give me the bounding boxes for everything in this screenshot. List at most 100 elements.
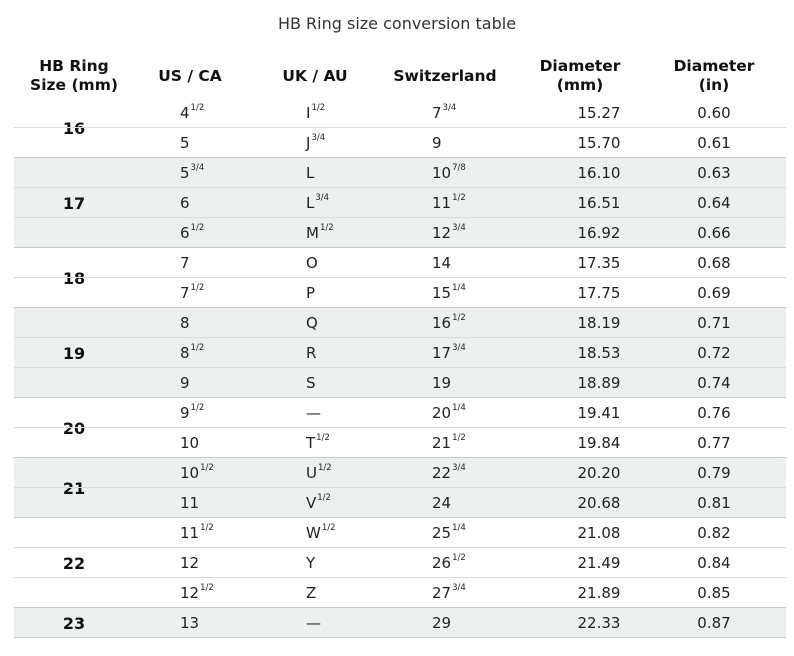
us-ca-cell-value: 5 [180, 134, 190, 152]
diameter-mm-cell: 21.08 [534, 518, 664, 548]
us-ca-cell-fraction: 1/2 [190, 103, 205, 113]
uk-au-cell-value: — [306, 404, 321, 422]
hb-size-label: 18 [62, 268, 86, 288]
diameter-mm-cell-value: 20.20 [577, 464, 621, 482]
us-ca-cell: 61/2 [180, 218, 204, 248]
uk-au-cell: — [306, 608, 321, 638]
size-group: 18 7 O 14 17.35 0.68 71/2 P 151/4 17.75 0.69 [14, 248, 786, 308]
switzerland-cell: 161/2 [432, 308, 466, 338]
uk-au-cell-value: — [306, 614, 321, 632]
us-ca-cell: 13 [180, 608, 199, 638]
uk-au-cell-value: T [306, 434, 316, 452]
header-us-ca: US / CA [158, 66, 222, 85]
conversion-table: 16 41/2 I1/2 73/4 15.27 0.60 5 J3/4 9 15.70 0.61 17… [14, 98, 786, 638]
us-ca-cell: 101/2 [180, 458, 214, 488]
table-row: 10 T1/2 211/2 19.84 0.77 [14, 428, 786, 458]
diameter-mm-cell-value: 21.49 [577, 554, 621, 572]
table-row: 11 V1/2 24 20.68 0.81 [14, 488, 786, 518]
switzerland-cell: 151/4 [432, 278, 466, 308]
hb-size-label: 16 [62, 118, 86, 138]
uk-au-cell-value: U [306, 464, 317, 482]
uk-au-cell-fraction: 3/4 [311, 133, 326, 143]
table-row: 91/2 — 201/4 19.41 0.76 [14, 398, 786, 428]
size-group: 23 13 — 29 22.33 0.87 [14, 608, 786, 638]
us-ca-cell-value: 11 [180, 524, 200, 542]
diameter-in-cell: 0.77 [654, 428, 774, 458]
uk-au-cell: Z [306, 578, 316, 608]
diameter-in-cell-value: 0.87 [697, 614, 731, 632]
uk-au-cell-value: Z [306, 584, 317, 602]
us-ca-cell-fraction: 1/2 [190, 283, 205, 293]
us-ca-cell: 11 [180, 488, 199, 518]
uk-au-cell-value: L [306, 194, 315, 212]
us-ca-cell: 8 [180, 308, 190, 338]
us-ca-cell-fraction: 1/2 [190, 223, 205, 233]
switzerland-cell-value: 19 [432, 374, 452, 392]
us-ca-cell: 111/2 [180, 518, 214, 548]
switzerland-cell-fraction: 3/4 [452, 583, 466, 593]
switzerland-cell-fraction: 1/2 [452, 553, 466, 563]
switzerland-cell-value: 27 [432, 584, 452, 602]
table-row: 111/2 W1/2 251/4 21.08 0.82 [14, 518, 786, 548]
diameter-mm-cell-value: 18.53 [577, 344, 621, 362]
size-group: 20 91/2—201/4 19.41 0.76 10 T1/2 211/2 19.84 0.7… [14, 398, 786, 458]
us-ca-cell: 81/2 [180, 338, 204, 368]
switzerland-cell: 201/4 [432, 398, 466, 428]
hb-size-label: 23 [62, 613, 86, 633]
diameter-mm-cell: 17.75 [534, 278, 664, 308]
diameter-in-cell-value: 0.72 [697, 344, 731, 362]
diameter-mm-cell-value: 22.33 [577, 614, 621, 632]
uk-au-cell: L [306, 158, 314, 188]
header-diameter-mm: Diameter (mm) [515, 54, 645, 98]
diameter-in-cell: 0.84 [654, 548, 774, 578]
us-ca-cell-value: 4 [180, 104, 190, 122]
switzerland-cell-value: 25 [432, 524, 452, 542]
uk-au-cell: Y [306, 548, 315, 578]
uk-au-cell-value: Q [306, 314, 318, 332]
switzerland-cell-fraction: 1/2 [452, 433, 466, 443]
diameter-mm-cell: 15.70 [534, 128, 664, 158]
switzerland-cell: 73/4 [432, 98, 456, 128]
uk-au-cell: — [306, 398, 321, 428]
us-ca-cell-value: 11 [180, 494, 200, 512]
header-diameter-in: Diameter (in) [654, 54, 774, 98]
diameter-in-cell-value: 0.64 [697, 194, 731, 212]
table-row: 6 L3/4 111/2 16.51 0.64 [14, 188, 786, 218]
us-ca-cell-value: 12 [180, 584, 200, 602]
uk-au-cell: M1/2 [306, 218, 334, 248]
switzerland-cell-value: 16 [432, 314, 452, 332]
diameter-mm-cell-value: 19.84 [577, 434, 621, 452]
header-din-line1: Diameter [673, 57, 755, 75]
diameter-in-cell: 0.64 [654, 188, 774, 218]
diameter-in-cell: 0.61 [654, 128, 774, 158]
table-row: 7 O 14 17.35 0.68 [14, 248, 786, 278]
switzerland-cell: 14 [432, 248, 451, 278]
switzerland-cell: 273/4 [432, 578, 466, 608]
diameter-mm-cell-value: 21.08 [577, 524, 621, 542]
diameter-in-cell: 0.85 [654, 578, 774, 608]
hb-size-label: 17 [62, 193, 86, 213]
switzerland-cell-fraction: 7/8 [452, 163, 466, 173]
us-ca-cell-value: 6 [180, 194, 190, 212]
switzerland-cell-value: 9 [432, 134, 442, 152]
diameter-mm-cell-value: 17.75 [577, 284, 621, 302]
diameter-in-cell-value: 0.61 [697, 134, 731, 152]
diameter-in-cell: 0.72 [654, 338, 774, 368]
header-din-line2: (in) [698, 76, 730, 94]
uk-au-cell-fraction: 1/2 [321, 523, 336, 533]
diameter-mm-cell: 21.49 [534, 548, 664, 578]
diameter-mm-cell: 22.33 [534, 608, 664, 638]
diameter-in-cell-value: 0.82 [697, 524, 731, 542]
uk-au-cell-value: V [306, 494, 317, 512]
header-uk-au: UK / AU [282, 66, 348, 85]
us-ca-cell-fraction: 1/2 [200, 463, 214, 473]
us-ca-cell-value: 7 [180, 284, 190, 302]
switzerland-cell-value: 26 [432, 554, 452, 572]
header-hb-line1: HB Ring [39, 57, 109, 75]
diameter-in-cell-value: 0.69 [697, 284, 731, 302]
diameter-mm-cell: 21.89 [534, 578, 664, 608]
us-ca-cell-value: 10 [180, 464, 200, 482]
diameter-mm-cell-value: 16.51 [577, 194, 621, 212]
diameter-mm-cell: 20.68 [534, 488, 664, 518]
uk-au-cell-value: O [306, 254, 318, 272]
